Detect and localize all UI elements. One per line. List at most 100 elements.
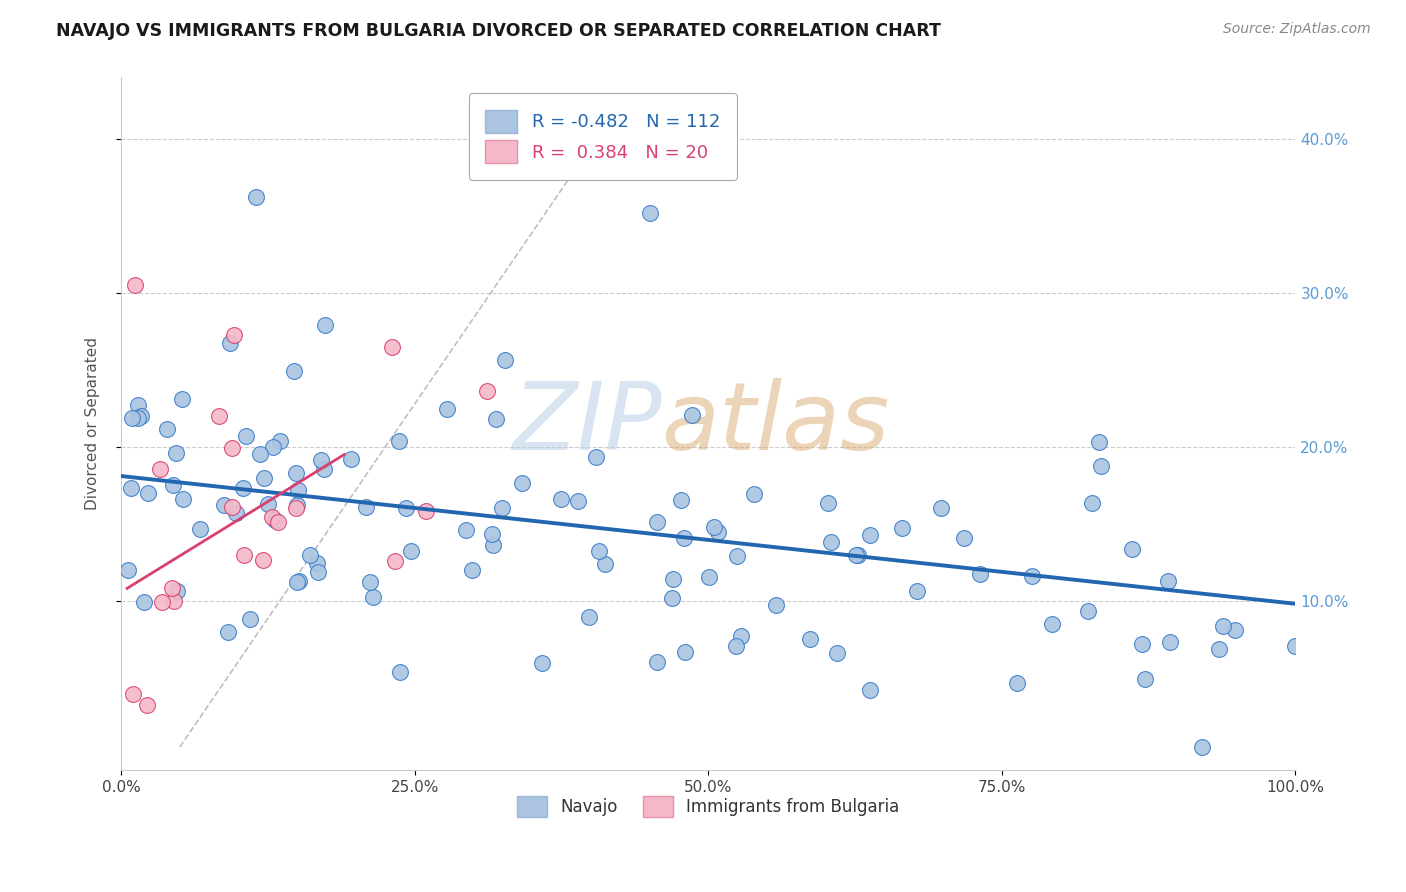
- Point: [381, 340, 404, 354]
- Point: [150, 595, 173, 609]
- Point: [156, 422, 179, 436]
- Point: [661, 572, 683, 586]
- Point: [1133, 672, 1156, 686]
- Point: [681, 408, 703, 422]
- Point: [846, 549, 869, 563]
- Point: [121, 411, 143, 425]
- Point: [285, 575, 308, 590]
- Point: [149, 462, 172, 476]
- Point: [765, 598, 787, 612]
- Point: [799, 632, 821, 647]
- Point: [1157, 574, 1180, 589]
- Point: [129, 409, 152, 424]
- Point: [669, 493, 692, 508]
- Point: [285, 467, 308, 481]
- Point: [165, 445, 187, 459]
- Point: [661, 591, 683, 606]
- Point: [269, 434, 291, 449]
- Point: [725, 549, 748, 563]
- Point: [395, 500, 418, 515]
- Point: [510, 476, 533, 491]
- Point: [262, 440, 284, 454]
- Point: [135, 698, 157, 712]
- Point: [673, 531, 696, 545]
- Point: [1090, 459, 1112, 474]
- Point: [530, 656, 553, 670]
- Point: [256, 497, 278, 511]
- Point: [638, 206, 661, 220]
- Point: [905, 584, 928, 599]
- Point: [436, 401, 458, 416]
- Point: [969, 566, 991, 581]
- Point: [235, 429, 257, 443]
- Point: [136, 485, 159, 500]
- Point: [730, 628, 752, 642]
- Point: [121, 481, 143, 495]
- Point: [287, 574, 309, 589]
- Point: [588, 543, 610, 558]
- Point: [485, 412, 508, 426]
- Point: [253, 471, 276, 485]
- Point: [172, 491, 194, 506]
- Point: [482, 538, 505, 552]
- Point: [132, 595, 155, 609]
- Point: [699, 570, 721, 584]
- Point: [340, 452, 363, 467]
- Point: [820, 534, 842, 549]
- Point: [673, 644, 696, 658]
- Point: [354, 500, 377, 515]
- Point: [742, 487, 765, 501]
- Point: [387, 434, 409, 449]
- Point: [1130, 637, 1153, 651]
- Point: [1121, 542, 1143, 557]
- Point: [1005, 676, 1028, 690]
- Point: [1081, 496, 1104, 510]
- Point: [172, 392, 194, 406]
- Point: [221, 442, 243, 456]
- Point: [314, 318, 336, 332]
- Point: [222, 327, 245, 342]
- Point: [249, 447, 271, 461]
- Point: [117, 563, 139, 577]
- Point: [1284, 639, 1306, 653]
- Point: [593, 558, 616, 572]
- Point: [585, 450, 607, 465]
- Legend: Navajo, Immigrants from Bulgaria: Navajo, Immigrants from Bulgaria: [510, 789, 905, 824]
- Point: [1040, 616, 1063, 631]
- Point: [461, 563, 484, 577]
- Point: [263, 513, 285, 527]
- Point: [454, 524, 477, 538]
- Point: [1208, 642, 1230, 657]
- Point: [124, 278, 146, 293]
- Point: [262, 510, 284, 524]
- Point: [225, 506, 247, 520]
- Point: [163, 594, 186, 608]
- Point: [481, 526, 503, 541]
- Point: [550, 491, 572, 506]
- Point: [218, 335, 240, 350]
- Point: [859, 683, 882, 698]
- Point: [162, 477, 184, 491]
- Point: [285, 498, 308, 512]
- Point: [287, 483, 309, 497]
- Point: [309, 453, 332, 467]
- Point: [239, 612, 262, 626]
- Point: [283, 364, 305, 378]
- Point: [859, 527, 882, 541]
- Point: [166, 583, 188, 598]
- Point: [1077, 604, 1099, 618]
- Point: [208, 409, 231, 423]
- Point: [122, 688, 145, 702]
- Point: [645, 655, 668, 669]
- Point: [389, 665, 412, 680]
- Point: [494, 352, 516, 367]
- Point: [953, 531, 976, 545]
- Text: ZIP: ZIP: [512, 378, 661, 469]
- Point: [363, 590, 385, 604]
- Point: [233, 548, 256, 562]
- Point: [1212, 618, 1234, 632]
- Point: [825, 646, 848, 660]
- Point: [267, 515, 290, 529]
- Point: [127, 411, 149, 425]
- Point: [217, 624, 239, 639]
